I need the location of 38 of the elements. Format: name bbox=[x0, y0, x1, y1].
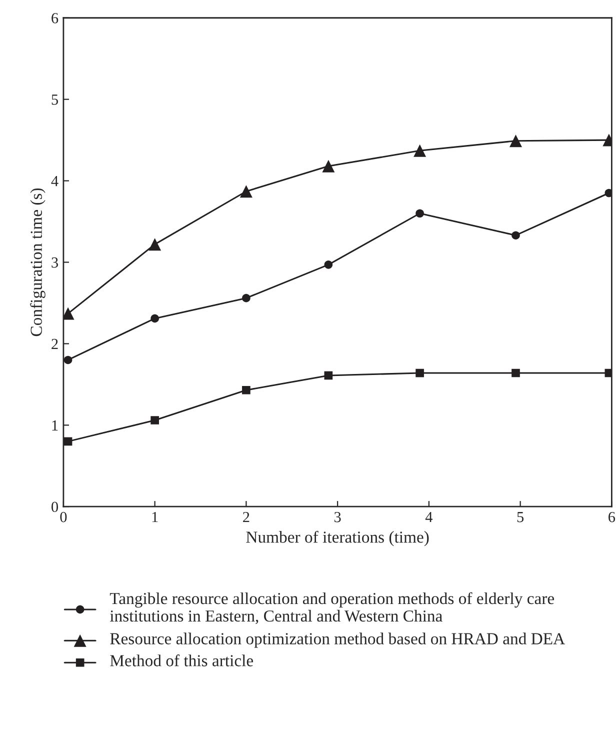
y-tick-label: 6 bbox=[52, 13, 58, 24]
x-tick-label: 0 bbox=[60, 512, 67, 522]
point bbox=[512, 231, 520, 240]
legend-label: Method of this article bbox=[110, 654, 254, 666]
x-tick-label: 1 bbox=[152, 512, 158, 522]
point bbox=[324, 260, 333, 269]
legend-label: Tangible resource allocation and operation methods of elderly care institutions in Eastern, Central and Western China bbox=[110, 592, 554, 624]
point bbox=[64, 356, 72, 364]
y-tick-label: 2 bbox=[52, 338, 58, 349]
point bbox=[242, 294, 250, 302]
y-tick-label: 1 bbox=[52, 420, 58, 430]
point bbox=[148, 238, 162, 251]
x-tick-label: 3 bbox=[334, 512, 341, 522]
x-tick-label: 6 bbox=[608, 512, 616, 522]
point bbox=[240, 185, 252, 198]
legend-label: Resource allocation optimization method based on HRAD and DEA bbox=[110, 632, 565, 648]
x-tick-label: 2 bbox=[243, 512, 250, 522]
x-tick-label: 5 bbox=[517, 512, 524, 522]
point bbox=[150, 416, 159, 424]
point bbox=[416, 209, 424, 218]
point bbox=[512, 368, 520, 378]
point bbox=[414, 144, 426, 157]
y-axis-title: Configuration time (s) bbox=[30, 188, 46, 336]
point bbox=[324, 371, 333, 380]
point bbox=[604, 188, 612, 198]
y-tick-label: 4 bbox=[51, 176, 58, 186]
point bbox=[242, 386, 250, 394]
point bbox=[509, 134, 522, 148]
point bbox=[416, 368, 424, 378]
y-tick-label: 0 bbox=[52, 502, 58, 512]
point bbox=[322, 160, 335, 172]
y-tick-label: 3 bbox=[52, 257, 58, 268]
point bbox=[63, 307, 74, 320]
point bbox=[64, 437, 72, 446]
point bbox=[150, 314, 159, 323]
x-tick-label: 4 bbox=[425, 512, 433, 522]
x-axis-title: Number of iterations (time) bbox=[246, 530, 429, 546]
y-tick-label: 5 bbox=[52, 94, 58, 105]
